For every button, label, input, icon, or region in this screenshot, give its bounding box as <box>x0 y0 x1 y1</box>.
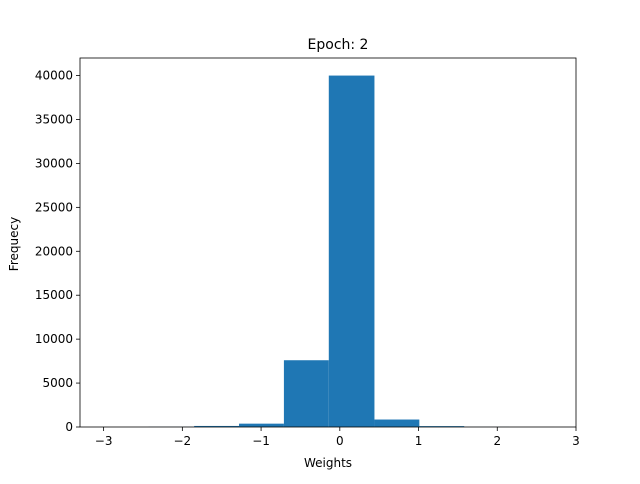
x-tick-label-6: 3 <box>572 434 580 448</box>
chart-title: Epoch: 2 <box>308 37 369 53</box>
y-tick-label-4: 20000 <box>35 244 73 258</box>
y-axis-ticks: 0 5000 10000 15000 20000 25000 30000 35000 40000 <box>35 69 80 434</box>
histogram-bar-3 <box>239 424 284 427</box>
x-tick-label-4: 1 <box>415 434 423 448</box>
histogram-bar-4 <box>284 360 329 427</box>
x-tick-label-1: −2 <box>173 434 191 448</box>
y-tick-label-0: 0 <box>65 420 73 434</box>
histogram-bar-6 <box>374 420 419 427</box>
x-tick-label-0: −3 <box>95 434 113 448</box>
y-tick-label-3: 15000 <box>35 288 73 302</box>
bars-layer <box>104 76 554 427</box>
x-tick-label-2: −1 <box>252 434 270 448</box>
x-tick-label-5: 2 <box>493 434 501 448</box>
x-tick-label-3: 0 <box>336 434 344 448</box>
x-axis-label: Weights <box>304 456 352 470</box>
y-axis-label: Frequecy <box>7 217 21 271</box>
x-axis-ticks: −3 −2 −1 0 1 2 3 <box>95 427 580 448</box>
y-tick-label-7: 35000 <box>35 113 73 127</box>
y-tick-label-2: 10000 <box>35 332 73 346</box>
histogram-bar-5 <box>329 76 375 427</box>
y-tick-label-5: 25000 <box>35 200 73 214</box>
y-tick-label-8: 40000 <box>35 69 73 83</box>
y-tick-label-6: 30000 <box>35 156 73 170</box>
y-tick-label-1: 5000 <box>42 376 73 390</box>
